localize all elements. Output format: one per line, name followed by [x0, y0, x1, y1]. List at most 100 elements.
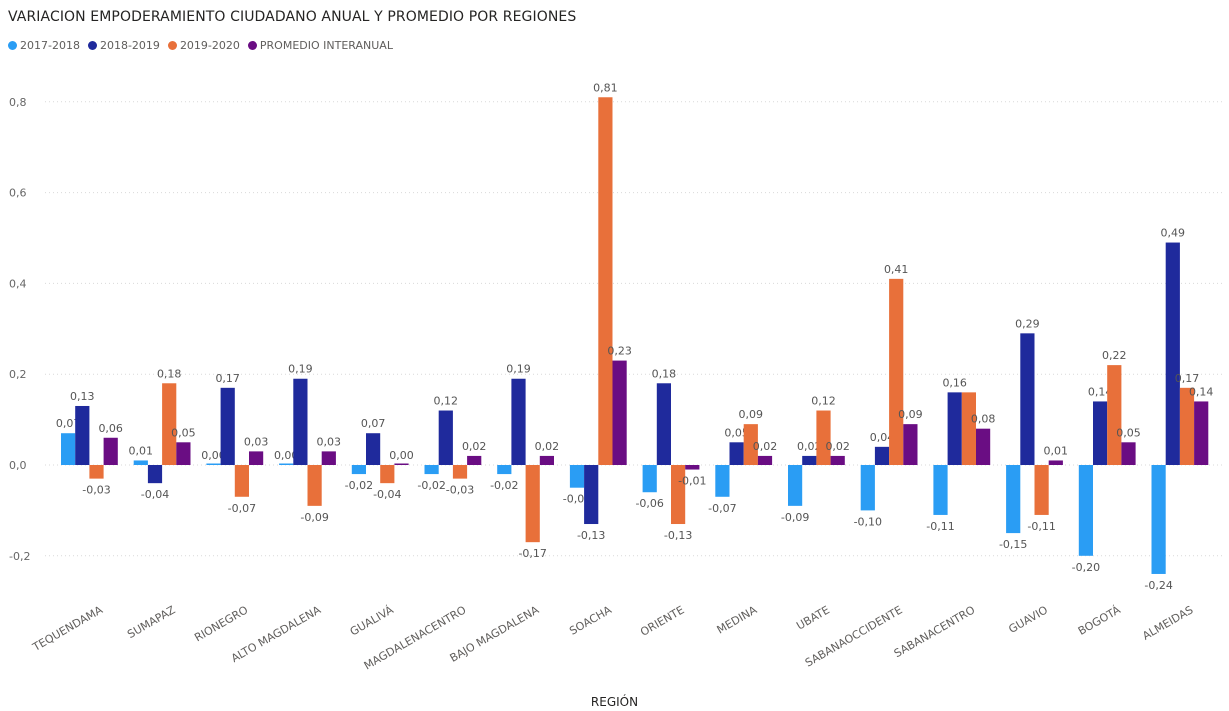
data-label: 0,17 [215, 372, 240, 385]
x-tick-label: MEDINA [715, 603, 760, 636]
bar [889, 278, 904, 465]
legend-item-2017-2018[interactable]: 2017-2018 [8, 39, 80, 52]
bar [424, 465, 439, 475]
bar [75, 405, 90, 465]
legend-swatch-promedio-interanual [247, 41, 257, 50]
bar [961, 392, 976, 465]
bar [220, 387, 235, 465]
data-label: 0,05 [171, 426, 196, 439]
legend-swatch-2017-2018 [8, 41, 17, 50]
bar [307, 465, 322, 506]
bar [1006, 465, 1021, 534]
legend-item-promedio-interanual[interactable]: PROMEDIO INTERANUAL [247, 39, 393, 52]
bar [438, 410, 453, 465]
data-label: 0,02 [825, 440, 850, 453]
data-label: 0,00 [201, 449, 226, 462]
chart-title: VARIACION EMPODERAMIENTO CIUDADANO ANUAL… [8, 9, 577, 25]
bar [206, 463, 221, 465]
bar [656, 383, 671, 465]
data-label: 0,02 [753, 440, 778, 453]
bar [61, 433, 76, 465]
bar [394, 463, 409, 465]
data-label: -0,06 [635, 497, 663, 510]
bar [176, 442, 191, 465]
legend-swatch-2018-2019 [87, 41, 97, 50]
bar [511, 378, 526, 465]
legend-item-2019-2020[interactable]: 2019-2020 [167, 39, 240, 52]
x-tick-label: UBATE [794, 603, 832, 632]
data-label: -0,15 [999, 538, 1027, 551]
legend-label-2017-2018: 2017-2018 [20, 39, 80, 52]
y-tick-label: 0,8 [9, 96, 27, 109]
bar [1020, 333, 1035, 465]
x-tick-label: BOGOTÁ [1076, 603, 1123, 638]
bar [467, 455, 482, 465]
data-label: 0,14 [1189, 385, 1214, 398]
data-label: -0,09 [781, 511, 809, 524]
data-label: 0,02 [535, 440, 560, 453]
bar [1107, 365, 1122, 465]
data-label: -0,24 [1144, 579, 1172, 592]
data-label: -0,04 [373, 488, 401, 501]
data-label: 0,00 [389, 449, 414, 462]
data-label: 0,19 [506, 363, 531, 376]
bar [279, 463, 294, 465]
data-label: -0,11 [926, 520, 954, 533]
bar [293, 378, 308, 465]
bar [1121, 442, 1136, 465]
y-tick-label: 0,4 [9, 277, 27, 290]
bar [133, 460, 148, 465]
data-label: 0,41 [884, 263, 909, 276]
bar [147, 465, 163, 484]
x-tick-label: SABANACENTRO [892, 603, 978, 660]
bar [1179, 387, 1195, 465]
data-label: 0,00 [274, 449, 299, 462]
bar [162, 383, 177, 465]
x-tick-label: RIONEGRO [192, 603, 250, 644]
data-label: -0,20 [1072, 561, 1100, 574]
data-label: 0,18 [652, 367, 677, 380]
bar [757, 455, 773, 465]
data-label: 0,09 [739, 408, 764, 421]
data-label: 0,12 [811, 395, 836, 408]
data-label: -0,13 [577, 529, 605, 542]
y-tick-label: -0,2 [9, 550, 30, 563]
x-tick-label: GUAVIO [1006, 603, 1050, 636]
bar [89, 465, 104, 479]
bar [743, 424, 758, 465]
y-tick-label: 0,0 [9, 459, 27, 472]
data-label: 0,22 [1102, 349, 1127, 362]
data-label: 0,07 [361, 417, 386, 430]
legend-label-promedio-interanual: PROMEDIO INTERANUAL [259, 39, 393, 52]
bar [933, 465, 948, 515]
data-label: 0,19 [288, 363, 313, 376]
data-label: 0,05 [1116, 426, 1141, 439]
bar [249, 451, 264, 465]
bar [103, 437, 118, 465]
data-label: -0,11 [1027, 520, 1055, 533]
bar [539, 455, 554, 465]
bar [584, 465, 599, 525]
data-label: 0,18 [157, 367, 182, 380]
data-label: 0,81 [593, 81, 618, 94]
legend-item-2018-2019[interactable]: 2018-2019 [87, 39, 160, 52]
data-label: 0,23 [607, 345, 632, 358]
bar [860, 465, 875, 511]
data-label: -0,02 [490, 479, 518, 492]
bar [802, 455, 817, 465]
x-tick-label: GUALIVÁ [348, 603, 396, 638]
data-label: -0,03 [446, 484, 474, 497]
data-label: 0,08 [971, 413, 996, 426]
data-label: 0,06 [98, 422, 123, 435]
bar [903, 424, 918, 465]
data-label: -0,04 [141, 488, 169, 501]
x-tick-label: TEQUENDAMA [30, 603, 106, 654]
data-label: -0,02 [417, 479, 445, 492]
bar [788, 465, 803, 506]
bar [1078, 465, 1093, 556]
bar [321, 451, 336, 465]
bar [947, 392, 962, 465]
x-tick-label: SUMAPAZ [125, 603, 178, 641]
data-label: 0,03 [317, 435, 342, 448]
